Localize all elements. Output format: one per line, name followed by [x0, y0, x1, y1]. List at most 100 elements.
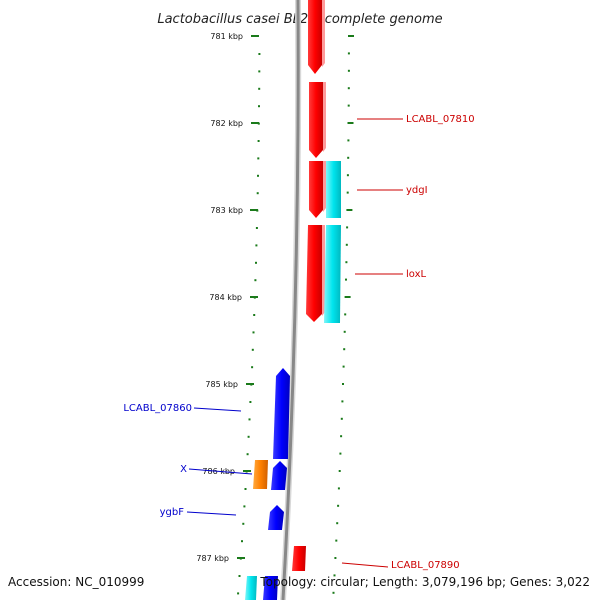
- tick-785: 785 kbp: [205, 380, 254, 389]
- outer-tick-dot: [347, 87, 350, 90]
- outer-tick-dot: [347, 139, 350, 142]
- tick-label: 784 kbp: [209, 293, 242, 302]
- tick-label: 787 kbp: [196, 554, 229, 563]
- minor-tick-dot: [255, 261, 257, 264]
- outer-tick-dot: [345, 278, 347, 281]
- gene-label-text: LCABL_07890: [391, 560, 460, 571]
- outer-tick-dot: [340, 417, 343, 420]
- gene-label-ydgI: ydgI: [357, 185, 428, 196]
- tick-784: 784 kbp: [209, 293, 258, 302]
- gene-label-LCABL_07810: LCABL_07810: [357, 114, 475, 125]
- minor-tick-dot: [254, 279, 257, 282]
- minor-tick-dot: [246, 453, 249, 456]
- outer-tick-dot: [343, 348, 346, 351]
- minor-tick-dot: [257, 140, 260, 142]
- outer-tick-dot: [344, 296, 351, 298]
- minor-tick-dot: [241, 540, 243, 543]
- accession-text: Accession: NC_010999: [8, 575, 144, 589]
- outer-tick-dot: [342, 365, 345, 368]
- minor-tick-dot: [256, 192, 259, 195]
- tick-782: 782 kbp: [210, 119, 259, 128]
- gene-label-text: LCABL_07810: [406, 114, 475, 125]
- outer-tick-dot: [332, 591, 335, 594]
- outer-tick-ring: [332, 35, 354, 594]
- minor-tick-dot: [251, 366, 254, 369]
- forward-gene-ydgI[interactable]: [309, 161, 326, 218]
- forward-gene-1[interactable]: [308, 0, 325, 74]
- outer-tick-dot: [347, 156, 350, 159]
- rna-feature-2[interactable]: [324, 225, 341, 323]
- forward-gene-loxL[interactable]: [306, 225, 325, 322]
- reverse-gene-bottom[interactable]: [263, 576, 278, 600]
- tick-label: 781 kbp: [210, 32, 243, 41]
- outer-tick-dot: [333, 574, 336, 577]
- minor-tick-dot: [258, 105, 260, 108]
- outer-tick-dot: [343, 330, 346, 333]
- outer-tick-dot: [341, 400, 344, 403]
- minor-tick-dot: [244, 488, 247, 490]
- minor-tick-dot: [253, 314, 256, 316]
- outer-tick-dot: [334, 557, 337, 559]
- genome-info-text: Topology: circular; Length: 3,079,196 bp…: [259, 575, 590, 589]
- gene-label-text: X: [180, 464, 187, 475]
- minor-tick-dot: [247, 435, 250, 438]
- outer-tick-dot: [347, 122, 354, 124]
- rna-feature-bottom[interactable]: [245, 576, 257, 600]
- minor-tick-dot: [237, 592, 240, 595]
- gene-label-X: X: [180, 464, 253, 475]
- outer-tick-dot: [338, 470, 341, 472]
- outer-tick-dot: [335, 539, 338, 542]
- tick-label: 783 kbp: [210, 206, 243, 215]
- outer-tick-dot: [345, 243, 348, 246]
- minor-tick-dot: [243, 505, 246, 508]
- forward-gene-LCABL_07810[interactable]: [309, 82, 326, 158]
- rna-feature-1[interactable]: [326, 161, 341, 218]
- gene-label-text: loxL: [406, 269, 427, 280]
- minor-tick-dot: [251, 348, 254, 351]
- tick-781: 781 kbp: [210, 32, 259, 41]
- outer-tick-dot: [344, 313, 347, 316]
- gene-label-text: ygbF: [160, 507, 185, 518]
- outer-tick-dot: [340, 435, 343, 438]
- outer-tick-dot: [347, 69, 350, 72]
- orange-feature-X[interactable]: [253, 460, 268, 489]
- outer-tick-dot: [347, 52, 350, 55]
- minor-tick-dot: [248, 418, 251, 421]
- minor-tick-dot: [242, 522, 245, 525]
- gene-label-LCABL_07890: LCABL_07890: [341, 560, 460, 571]
- outer-tick-dot: [348, 35, 354, 37]
- minor-tick-dot: [258, 70, 261, 73]
- reverse-gene-LCABL_07860[interactable]: [273, 368, 290, 459]
- outer-tick-dot: [342, 383, 344, 385]
- minor-tick-dot: [257, 157, 260, 160]
- forward-gene-LCABL_07890[interactable]: [292, 546, 306, 571]
- minor-tick-dot: [258, 87, 261, 90]
- outer-tick-dot: [339, 452, 342, 455]
- minor-tick-dot: [238, 575, 241, 577]
- minor-tick-dot: [252, 331, 255, 334]
- tick-label: 782 kbp: [210, 119, 243, 128]
- tick-787: 787 kbp: [196, 554, 245, 563]
- outer-tick-dot: [346, 174, 349, 177]
- minor-tick-dot: [255, 227, 258, 229]
- minor-tick-dot: [257, 174, 259, 177]
- gene-label-LCABL_07860: LCABL_07860: [123, 403, 242, 414]
- outer-tick-dot: [337, 487, 340, 490]
- minor-tick-dot: [255, 244, 258, 247]
- gene-label-text: ydgI: [406, 185, 428, 196]
- outer-tick-dot: [337, 504, 340, 507]
- minor-tick-dot: [258, 53, 261, 55]
- inner-tick-ring: [237, 53, 261, 595]
- outer-tick-dot: [346, 191, 349, 194]
- genome-backbone: [281, 0, 300, 600]
- reverse-gene-ygbF[interactable]: [268, 505, 284, 530]
- outer-tick-dot: [346, 226, 349, 229]
- reverse-gene-blue-2[interactable]: [271, 461, 287, 490]
- outer-tick-dot: [347, 104, 350, 107]
- outer-tick-dot: [336, 522, 339, 525]
- gene-label-loxL: loxL: [355, 269, 427, 280]
- gene-label-ygbF: ygbF: [160, 507, 237, 518]
- tick-783: 783 kbp: [210, 206, 258, 215]
- outer-tick-dot: [346, 209, 353, 211]
